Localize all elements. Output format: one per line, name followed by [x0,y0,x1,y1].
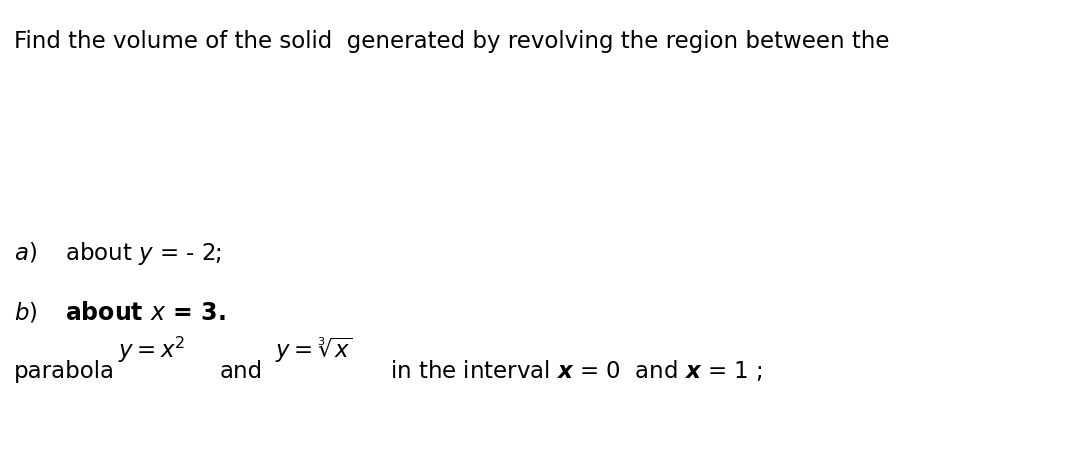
Text: and: and [220,359,263,382]
Text: $\mathit{b)}$: $\mathit{b)}$ [14,300,37,325]
Text: $\mathit{a)}$: $\mathit{a)}$ [14,241,37,264]
Text: Find the volume of the solid  generated by revolving the region between the: Find the volume of the solid generated b… [14,30,890,53]
Text: $y = \sqrt[3]{x}$: $y = \sqrt[3]{x}$ [275,335,353,364]
Text: in the interval $\bfit{x}$ = 0  and $\bfit{x}$ = 1 ;: in the interval $\bfit{x}$ = 0 and $\bfi… [390,357,763,382]
Text: about $x$ = 3.: about $x$ = 3. [65,300,225,325]
Text: $y = x^2$: $y = x^2$ [118,334,185,364]
Text: parabola: parabola [14,359,115,382]
Text: about $y$ = - 2;: about $y$ = - 2; [65,240,221,266]
